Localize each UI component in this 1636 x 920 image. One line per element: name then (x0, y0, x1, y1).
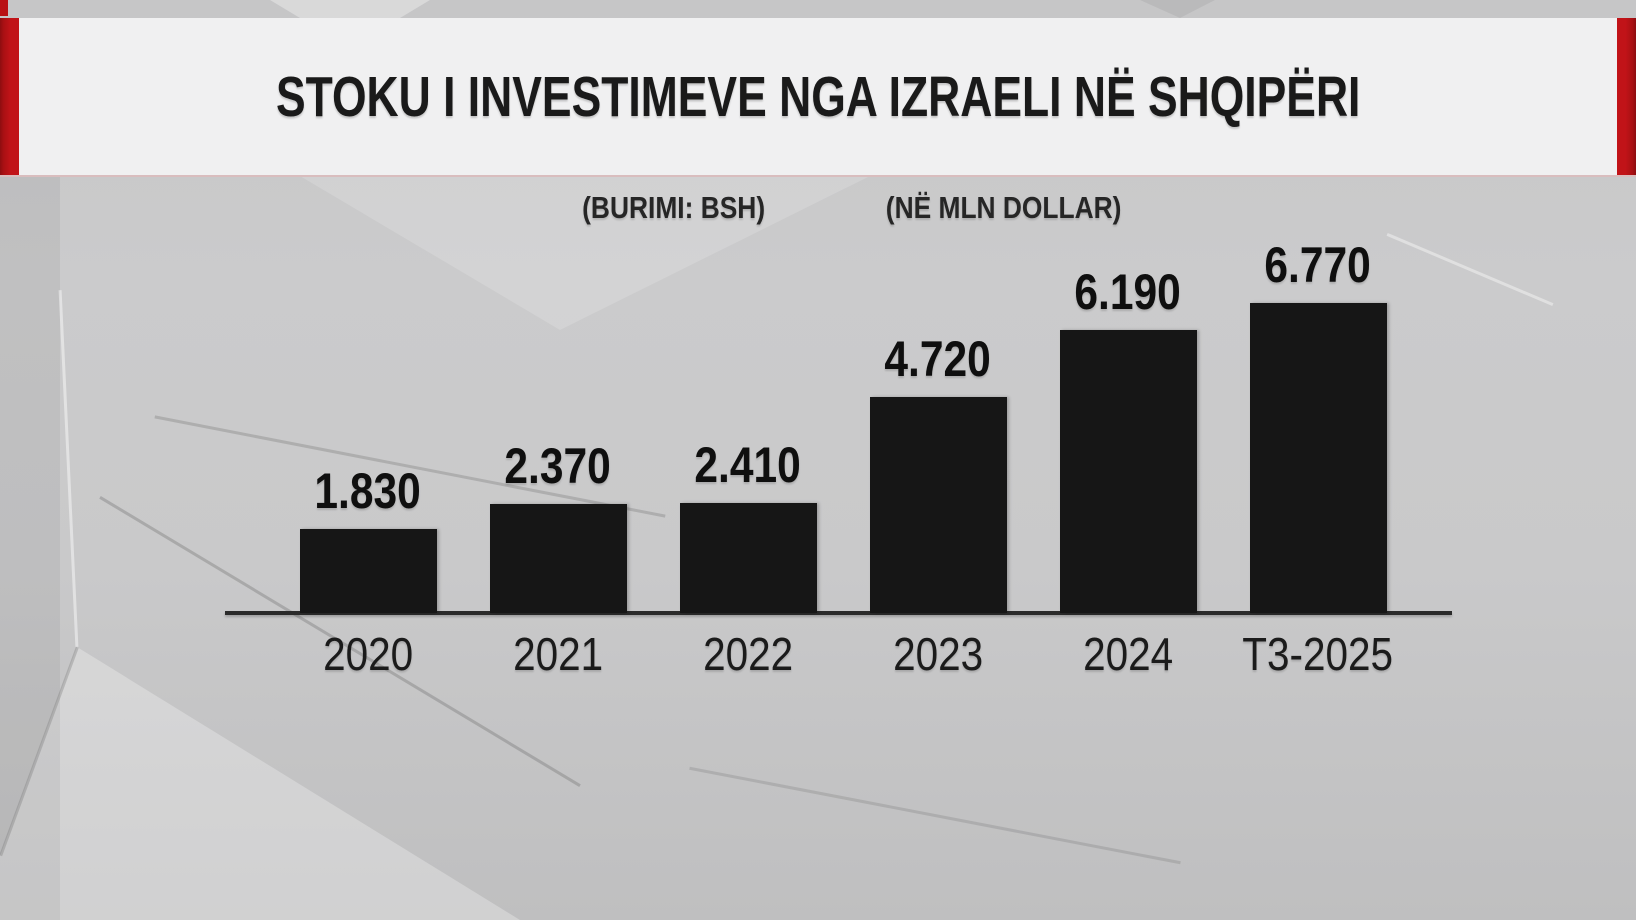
bar-2023 (869, 397, 1007, 613)
category-label-2024: 2024 (1082, 628, 1174, 680)
bar-2022 (679, 503, 817, 613)
source-label: (BURIMI: BSH) (582, 190, 766, 225)
title-band: STOKU I INVESTIMEVE NGA IZRAELI NË SHQIP… (0, 18, 1636, 177)
fold-line (689, 766, 1181, 865)
fold-line (58, 290, 79, 647)
category-label-2023: 2023 (892, 628, 984, 680)
red-accent-bar-right (1617, 18, 1636, 175)
red-accent-bar-left (0, 18, 19, 175)
fold-line (1386, 232, 1554, 307)
value-label-2022: 2.410 (694, 437, 802, 493)
value-label-2023: 4.720 (884, 331, 992, 387)
bar-2021 (489, 504, 627, 613)
value-label-2021: 2.370 (504, 438, 612, 494)
unit-label: (NË MLN DOLLAR) (886, 190, 1122, 225)
fold-line (154, 415, 666, 518)
value-label-T3-2025: 6.770 (1264, 237, 1372, 293)
category-label-2021: 2021 (512, 628, 604, 680)
value-label-2024: 6.190 (1074, 264, 1182, 320)
category-label-2022: 2022 (702, 628, 794, 680)
bar-2024 (1059, 330, 1197, 613)
bar-T3-2025 (1249, 303, 1387, 613)
fold-line (0, 646, 79, 857)
x-axis-line (225, 611, 1452, 615)
value-label-2020: 1.830 (314, 463, 422, 519)
page-title: STOKU I INVESTIMEVE NGA IZRAELI NË SHQIP… (275, 64, 1361, 129)
category-label-T3-2025: T3-2025 (1242, 628, 1394, 680)
category-label-2020: 2020 (322, 628, 414, 680)
red-corner-accent (0, 0, 8, 16)
bar-2020 (299, 529, 437, 613)
